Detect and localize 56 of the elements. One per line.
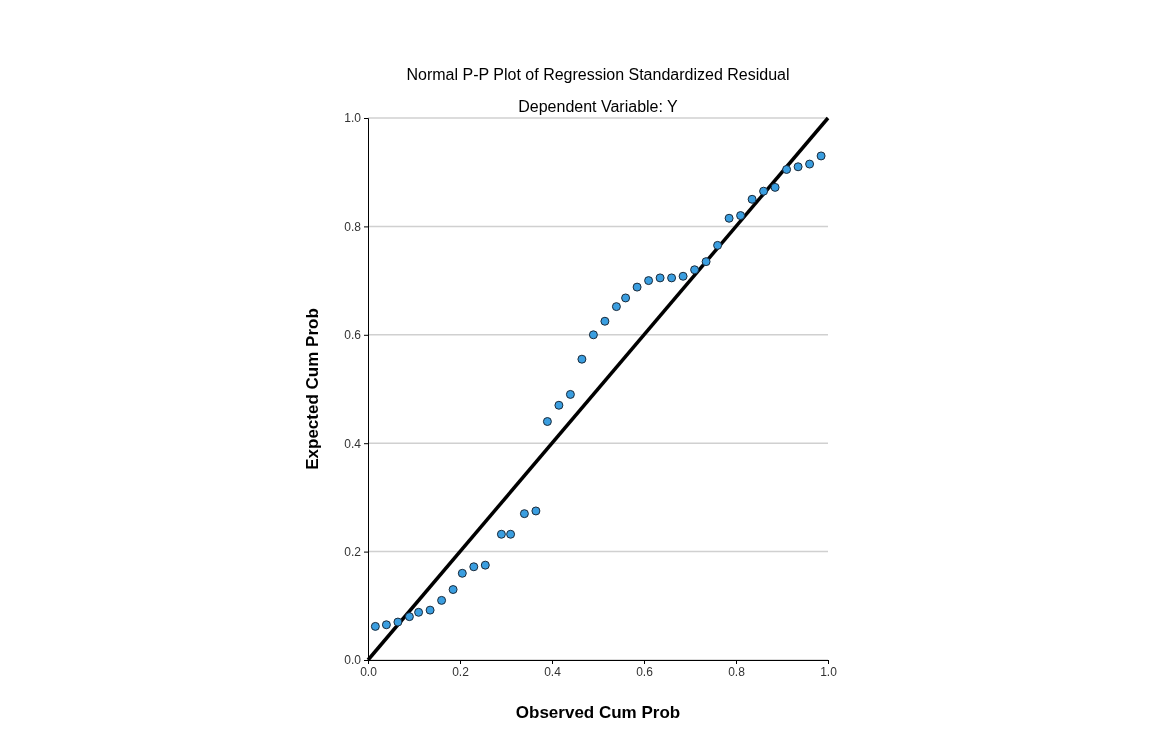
y-tick-label: 0.6 <box>344 328 362 343</box>
point <box>496 529 506 539</box>
point <box>621 293 631 303</box>
point <box>554 400 564 410</box>
point <box>782 165 792 174</box>
point <box>506 529 516 539</box>
point <box>565 389 575 399</box>
point <box>469 562 479 572</box>
point <box>747 194 757 204</box>
x-tick-label: 1.0 <box>820 664 838 679</box>
y-tick-label: 0.8 <box>344 219 362 234</box>
point <box>678 271 688 281</box>
point <box>759 186 769 196</box>
x-tick-label: 0.0 <box>360 664 378 679</box>
x-tick-label: 0.6 <box>636 664 654 679</box>
point <box>414 607 424 617</box>
point <box>667 273 677 283</box>
point <box>655 273 665 283</box>
x-tick-label: 0.8 <box>728 664 746 679</box>
point <box>457 568 467 578</box>
point <box>793 162 803 172</box>
point <box>393 617 403 627</box>
point <box>632 282 642 292</box>
point <box>404 612 414 622</box>
point <box>437 595 447 605</box>
point <box>519 509 529 519</box>
y-axis-title: Expected Cum Prob <box>303 308 322 470</box>
point <box>611 302 621 312</box>
point <box>381 620 391 630</box>
point <box>724 213 734 223</box>
point <box>370 621 380 631</box>
x-axis-title: Observed Cum Prob <box>515 703 681 722</box>
x-tick-label: 0.2 <box>452 664 470 679</box>
point <box>713 240 723 250</box>
chart-subtitle: Dependent Variable: Y <box>518 98 679 115</box>
y-tick-label: 0.2 <box>344 544 362 559</box>
point <box>644 276 654 286</box>
point <box>577 354 587 364</box>
point <box>736 211 746 221</box>
point <box>770 182 780 192</box>
chart-title: Normal P-P Plot of Regression Standardized Residual <box>406 66 790 83</box>
point <box>425 605 435 615</box>
point <box>701 257 711 267</box>
point <box>805 159 815 169</box>
point <box>690 265 700 275</box>
point <box>480 560 490 570</box>
point <box>600 316 610 326</box>
point <box>448 585 458 595</box>
point <box>588 330 598 340</box>
y-tick-label: 0.0 <box>344 653 362 668</box>
y-tick-label: 1.0 <box>344 111 362 126</box>
point <box>816 151 826 161</box>
point <box>542 417 552 426</box>
x-tick-label: 0.4 <box>544 664 562 679</box>
point <box>531 506 541 516</box>
y-tick-label: 0.4 <box>344 436 362 451</box>
